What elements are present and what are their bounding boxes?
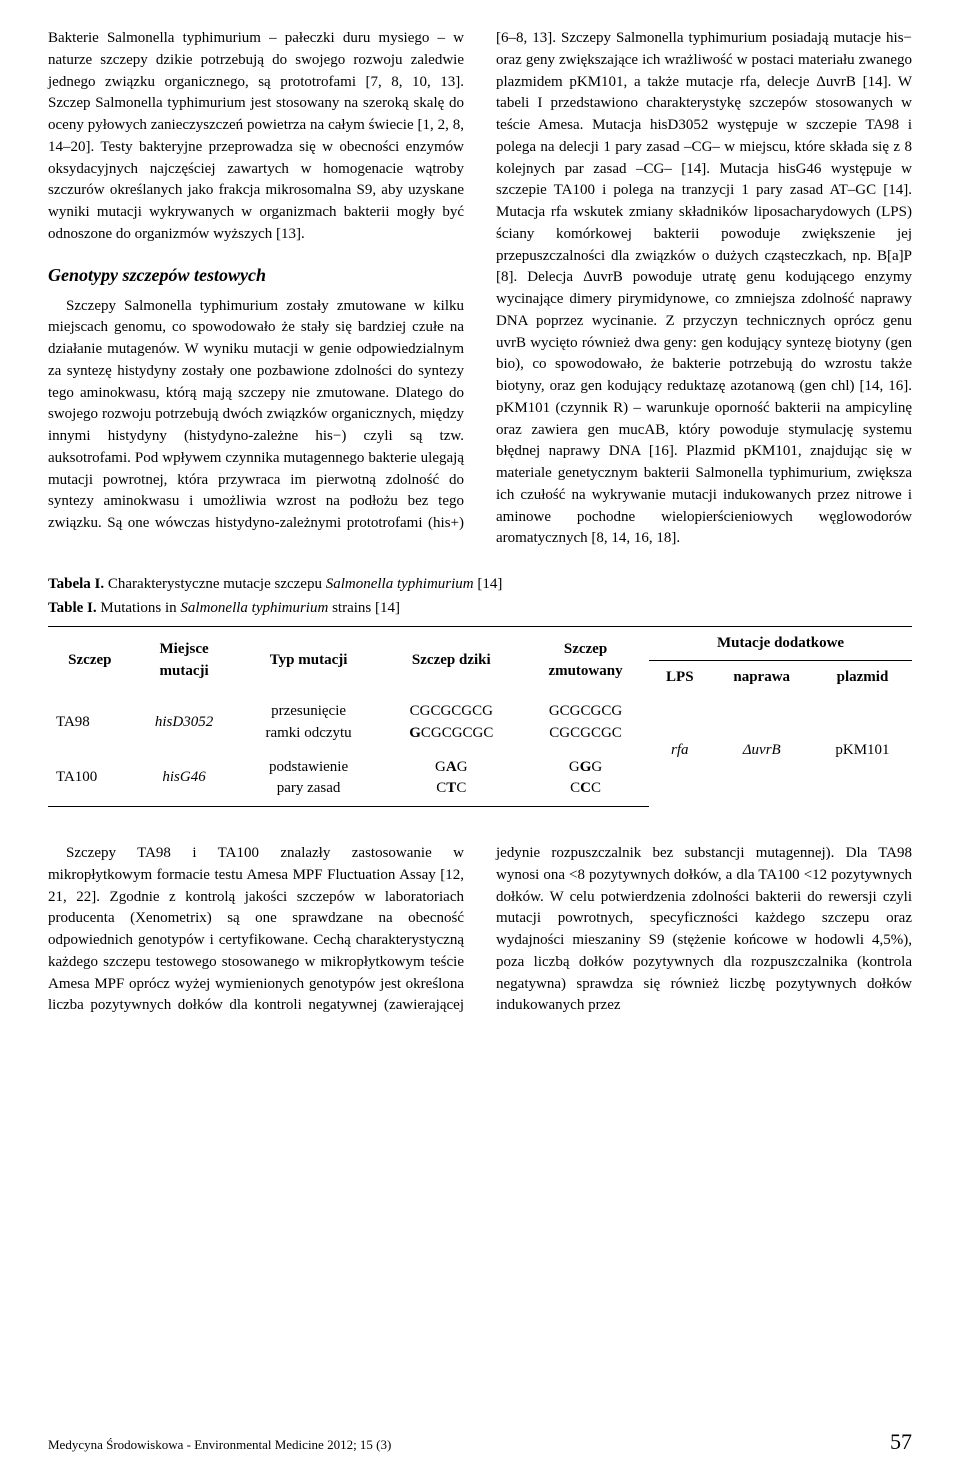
- cell-dziki: CGCGCGCGGGCGCGCGCCGCGCGC: [381, 695, 522, 751]
- cell-zmutowany: GGGCCC: [522, 751, 649, 807]
- cell-szczep: TA100: [48, 751, 132, 807]
- lower-text-columns: Szczepy TA98 i TA100 znalazły zastosowan…: [48, 843, 912, 1017]
- paragraph-1: Bakterie Salmonella typhimurium – pałecz…: [48, 28, 464, 246]
- th-naprawa: naprawa: [710, 661, 813, 695]
- th-plazmid: plazmid: [813, 661, 912, 695]
- table-caption-en: Table I. Mutations in Salmonella typhimu…: [48, 598, 912, 620]
- paragraph-3: Szczepy TA98 i TA100 znalazły zastosowan…: [48, 843, 912, 1017]
- th-typ: Typ mutacji: [236, 626, 380, 695]
- cell-lps: rfa: [649, 695, 710, 807]
- section-heading-genotypy: Genotypy szczepów testowych: [48, 262, 464, 288]
- page-footer: Medycyna Środowiskowa - Environmental Me…: [48, 1426, 912, 1458]
- cell-miejsce: hisG46: [132, 751, 237, 807]
- table-block: Tabela I. Charakterystyczne mutacje szcz…: [48, 574, 912, 807]
- table-caption-pl: Tabela I. Charakterystyczne mutacje szcz…: [48, 574, 912, 596]
- table-caption-en-label: Table I.: [48, 600, 97, 616]
- cell-typ: podstawieniepary zasad: [236, 751, 380, 807]
- th-lps: LPS: [649, 661, 710, 695]
- th-miejsce: Miejscemutacji: [132, 626, 237, 695]
- cell-typ: przesunięcieramki odczytu: [236, 695, 380, 751]
- th-dziki: Szczep dziki: [381, 626, 522, 695]
- cell-naprawa: ΔuvrB: [710, 695, 813, 807]
- th-szczep: Szczep: [48, 626, 132, 695]
- th-dodatkowe: Mutacje dodatkowe: [649, 626, 912, 661]
- table-caption-pl-label: Tabela I.: [48, 576, 104, 592]
- main-text-columns: Bakterie Salmonella typhimurium – pałecz…: [48, 28, 912, 550]
- table-row: TA98 hisD3052 przesunięcieramki odczytu …: [48, 695, 912, 751]
- cell-plazmid: pKM101: [813, 695, 912, 807]
- mutations-table: Szczep Miejscemutacji Typ mutacji Szczep…: [48, 626, 912, 808]
- cell-szczep: TA98: [48, 695, 132, 751]
- th-zmutowany: Szczepzmutowany: [522, 626, 649, 695]
- page-number: 57: [890, 1426, 912, 1458]
- cell-miejsce: hisD3052: [132, 695, 237, 751]
- cell-dziki: GAGCTC: [381, 751, 522, 807]
- cell-zmutowany: GCGCGCGCGCGCGC: [522, 695, 649, 751]
- journal-name: Medycyna Środowiskowa - Environmental Me…: [48, 1436, 391, 1455]
